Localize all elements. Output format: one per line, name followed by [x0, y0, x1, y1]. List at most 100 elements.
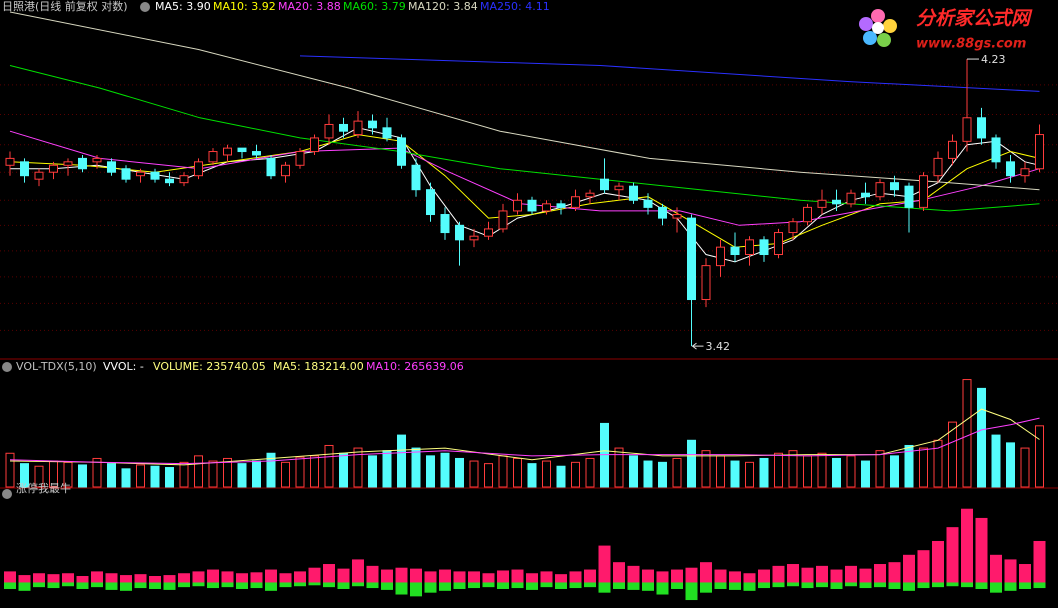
candle-body — [716, 246, 725, 267]
indicator-bar — [381, 582, 393, 590]
candle-body — [440, 214, 450, 234]
indicator-bar — [1004, 582, 1017, 591]
indicator-bar — [932, 540, 944, 584]
indicator-bar — [932, 582, 944, 588]
volume-bar — [223, 457, 232, 488]
indicator-bar — [410, 582, 422, 597]
indicator-bar — [424, 582, 437, 593]
volume-bar — [571, 461, 580, 488]
indicator-bar — [845, 582, 857, 587]
indicator-bar — [917, 550, 930, 584]
high-label: 4.23 — [981, 53, 1006, 66]
candle-body — [846, 192, 856, 205]
indicator-bar — [555, 574, 567, 584]
candle-body — [861, 192, 870, 198]
indicator-bar — [685, 582, 698, 601]
candle-body — [556, 203, 566, 208]
menu-icon[interactable] — [140, 2, 150, 12]
logo-title: 分析家公式网 — [916, 8, 1033, 30]
menu-icon[interactable] — [2, 489, 12, 499]
indicator-bar — [366, 565, 379, 584]
candle-body — [962, 117, 972, 142]
indicator-bar — [946, 582, 959, 587]
indicator-bar — [830, 569, 843, 584]
candle-body — [107, 161, 116, 173]
chart-title: 日照港(日线 前复权 对数) — [2, 0, 128, 13]
chart-title: 涨停我最牛 — [16, 481, 71, 495]
indicator-bar — [859, 582, 872, 589]
candle-body — [165, 178, 174, 184]
volume-bar — [513, 457, 522, 488]
indicator-bar — [526, 573, 538, 584]
volume-bar — [237, 463, 247, 488]
indicator-bar — [642, 569, 654, 584]
volume-bar — [991, 434, 1001, 488]
candle-body — [194, 161, 203, 177]
indicator-bar — [468, 571, 480, 584]
volume-bar — [745, 461, 754, 488]
volume-bar — [774, 452, 783, 488]
indicator-bar — [482, 582, 495, 588]
volume-bar — [252, 460, 261, 488]
indicator-bar — [120, 575, 132, 584]
volume-bar — [919, 447, 928, 488]
candle-body — [904, 185, 914, 208]
indicator-bar — [598, 582, 611, 593]
candle-body — [368, 120, 377, 129]
indicator-bar — [569, 571, 582, 584]
volume-bar — [426, 455, 435, 488]
candle-body — [136, 171, 145, 177]
indicator-bar — [265, 582, 277, 591]
volume-bar — [1020, 447, 1030, 488]
indicator-bar — [178, 573, 190, 584]
indicator-bar — [656, 571, 669, 584]
indicator-bar — [482, 573, 495, 584]
candle-body — [991, 137, 1001, 163]
volume-bar — [295, 456, 305, 488]
indicator-bar — [395, 582, 408, 595]
indicator-bar — [801, 567, 814, 584]
candle-body — [266, 157, 276, 177]
indicator-bar — [772, 565, 785, 584]
candle-body — [49, 164, 58, 173]
volume-bar — [861, 460, 870, 488]
candle-body — [890, 182, 899, 191]
legend-item: MA10: 3.92 — [213, 0, 276, 13]
candle-body — [382, 127, 392, 139]
volume-bar — [600, 422, 609, 488]
indicator-bar — [294, 571, 306, 584]
indicator-bar — [990, 554, 1002, 584]
indicator-bar — [149, 576, 161, 584]
candle-body — [1020, 168, 1030, 177]
candle-body — [745, 239, 754, 256]
volume-bar — [556, 465, 566, 488]
candle-body — [730, 246, 740, 256]
indicator-bar — [352, 582, 364, 587]
indicator-bar — [859, 568, 872, 584]
legend-item: MA5: 3.90 — [155, 0, 211, 13]
menu-icon[interactable] — [2, 362, 12, 372]
ma-line — [9, 130, 1040, 226]
indicator-bar — [946, 527, 959, 584]
volume-bar — [788, 450, 798, 488]
indicator-bar — [714, 582, 727, 589]
indicator-bar — [424, 571, 437, 584]
indicator-bar — [221, 571, 234, 584]
volume-bar — [542, 460, 551, 488]
candle-body — [252, 151, 261, 156]
indicator-bar — [816, 582, 828, 588]
indicator-bar — [801, 582, 814, 589]
indicator-bar — [714, 569, 727, 584]
indicator-bar — [511, 582, 524, 589]
indicator-bar — [975, 517, 988, 584]
volume-bar — [92, 457, 102, 488]
indicator-bar — [149, 582, 161, 589]
indicator-bar — [874, 582, 886, 588]
indicator-bar — [178, 582, 190, 588]
logo-url: www.88gs.com — [916, 37, 1026, 52]
candle-body — [426, 189, 435, 216]
indicator-bar — [598, 545, 611, 584]
indicator-bar — [337, 582, 350, 589]
indicator-bar — [207, 582, 219, 589]
candle-body — [469, 235, 479, 241]
